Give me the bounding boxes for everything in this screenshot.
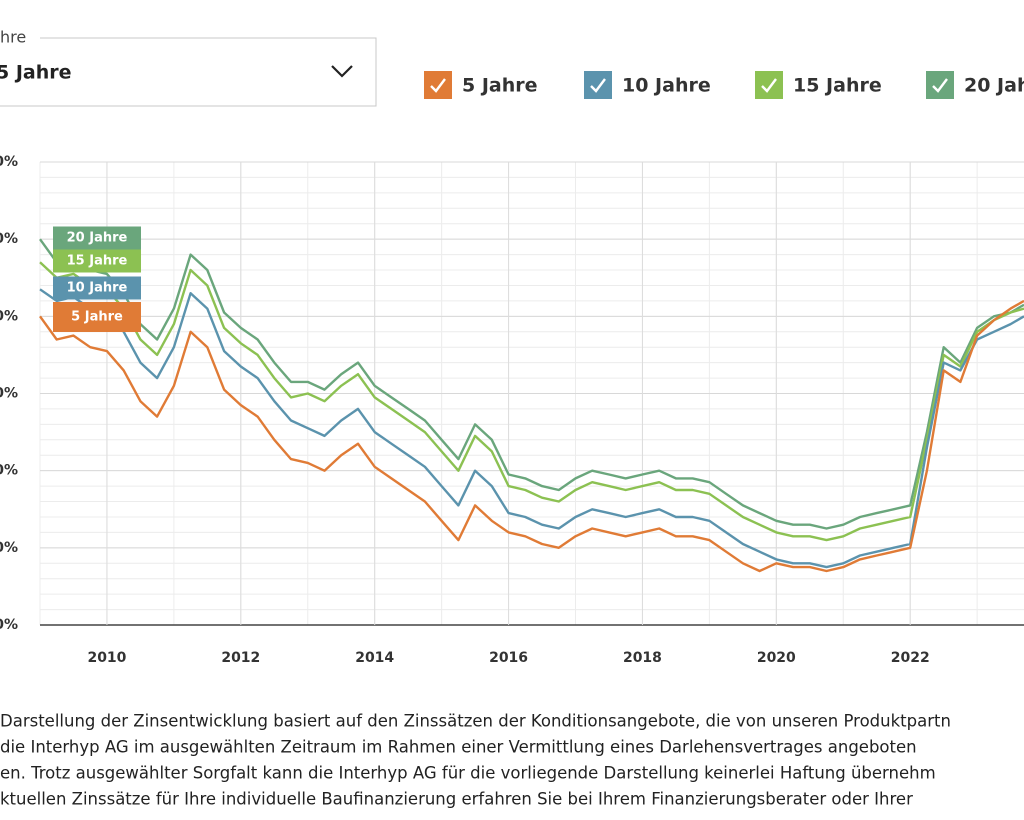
- legend-check[interactable]: [430, 78, 446, 93]
- footer-line: die Interhyp AG im ausgewählten Zeitraum…: [0, 738, 917, 757]
- footer-line: ktuellen Zinssätze für Ihre individuelle…: [0, 790, 913, 809]
- legend-label[interactable]: 10 Jahre: [622, 75, 711, 97]
- dropdown-label: hre: [0, 28, 26, 47]
- y-tick-label: 2,00%: [0, 463, 18, 479]
- x-tick-label: 2022: [891, 650, 930, 666]
- x-tick-label: 2020: [757, 650, 796, 666]
- legend-label[interactable]: 5 Jahre: [462, 75, 538, 97]
- footer-line: en. Trotz ausgewählter Sorgfalt kann die…: [0, 764, 936, 783]
- series-tag-label: 15 Jahre: [67, 254, 128, 269]
- series-tag: [53, 226, 141, 250]
- series-tag-label: 20 Jahre: [67, 231, 128, 246]
- series-tag-label: 10 Jahre: [67, 281, 128, 296]
- series-line: [39, 299, 1024, 573]
- y-tick-label: 6,00%: [0, 154, 18, 170]
- legend-check[interactable]: [590, 78, 606, 93]
- dropdown-label-bg: [0, 28, 40, 48]
- series-tag: [53, 276, 141, 300]
- legend-label[interactable]: 15 Jahre: [793, 75, 882, 97]
- y-tick-label: 5,00%: [0, 231, 18, 247]
- y-tick-label: 4,00%: [0, 308, 18, 324]
- y-tick-label: 3,00%: [0, 386, 18, 402]
- series-line: [39, 261, 1024, 542]
- x-tick-label: 2010: [87, 650, 126, 666]
- dropdown-chevron[interactable]: [331, 65, 353, 78]
- legend-checkbox[interactable]: [584, 71, 612, 99]
- legend-checkbox[interactable]: [926, 71, 954, 99]
- legend-checkbox[interactable]: [424, 71, 452, 99]
- x-tick-label: 2018: [623, 650, 662, 666]
- dropdown-value[interactable]: 5 Jahre: [0, 62, 72, 84]
- y-tick-label: 1,00%: [0, 540, 18, 556]
- y-tick-label: 0,00%: [0, 617, 18, 633]
- series-line: [39, 288, 1024, 569]
- x-tick-label: 2016: [489, 650, 528, 666]
- series-tag: [53, 249, 141, 273]
- legend-check[interactable]: [932, 78, 948, 93]
- legend-checkbox[interactable]: [755, 71, 783, 99]
- series-line: [39, 238, 1024, 530]
- footer-line: Darstellung der Zinsentwicklung basiert …: [0, 712, 951, 731]
- series-tag-label: 5 Jahre: [71, 310, 123, 325]
- x-tick-label: 2012: [221, 650, 260, 666]
- dropdown[interactable]: [0, 37, 377, 107]
- series-tag: [53, 302, 141, 332]
- legend-label[interactable]: 20 Jahre: [964, 75, 1024, 97]
- x-tick-label: 2014: [355, 650, 394, 666]
- legend-check[interactable]: [761, 78, 777, 93]
